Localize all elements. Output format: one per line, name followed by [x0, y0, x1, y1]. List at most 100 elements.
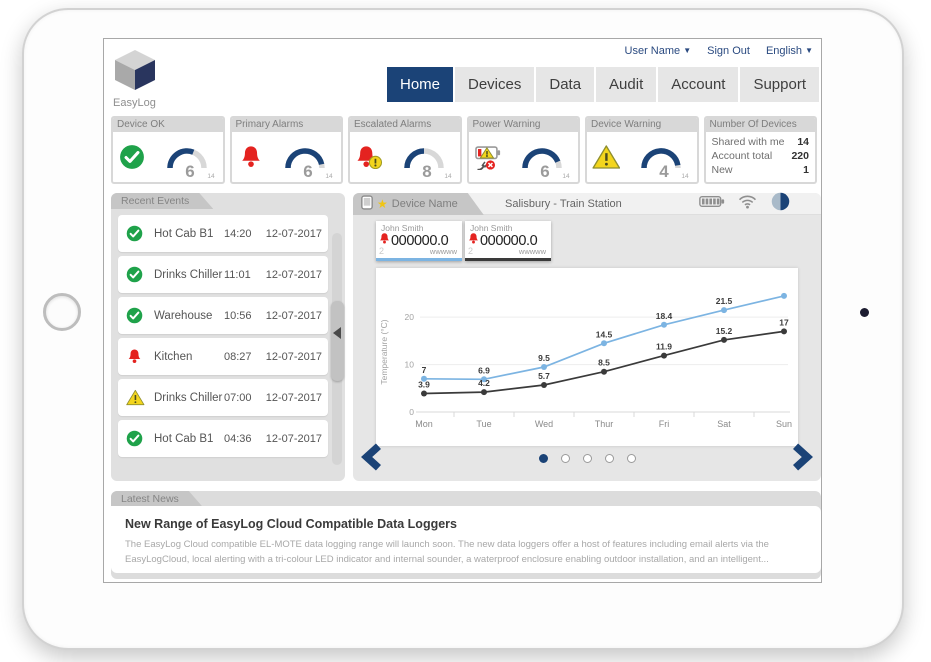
reading-unit: wwwww: [518, 247, 546, 256]
reading-unit: wwwww: [429, 247, 457, 256]
event-date: 12-07-2017: [265, 350, 322, 363]
star-icon: ★: [377, 197, 388, 211]
chevron-down-icon: ▼: [805, 46, 813, 55]
device-name-tab[interactable]: ★ Device Name: [353, 193, 484, 215]
event-time: 11:01: [224, 268, 251, 281]
status-card-power-warning[interactable]: Power Warning 6 14: [466, 116, 580, 184]
power-warning-icon: [473, 144, 503, 170]
reading-value: 000000.0: [480, 233, 538, 249]
tab-home[interactable]: Home: [386, 67, 453, 102]
card-title: Device Warning: [587, 118, 697, 132]
device-status-icons: [699, 191, 791, 217]
event-name: Drinks Chiller: [154, 268, 223, 281]
recent-events-tab: Recent Events: [111, 193, 213, 209]
svg-text:Thur: Thur: [595, 419, 614, 429]
carousel-dot[interactable]: [604, 454, 614, 463]
user-name-menu[interactable]: User Name ▼: [625, 45, 692, 57]
svg-text:15.2: 15.2: [716, 326, 733, 336]
camera-dot: [860, 308, 869, 317]
check-circle-icon: [126, 307, 154, 324]
card-title: Escalated Alarms: [350, 118, 460, 132]
check-circle-icon: [126, 266, 154, 283]
reading-chip[interactable]: John Smith 000000.0 2 wwwww: [376, 221, 462, 261]
tab-audit[interactable]: Audit: [596, 67, 657, 102]
event-row[interactable]: Kitchen 08:27 12-07-2017: [118, 338, 328, 375]
tab-devices[interactable]: Devices: [455, 67, 535, 102]
reading-index: 2: [468, 246, 474, 256]
tablet-frame: User Name ▼ Sign Out English ▼ EasyLog H…: [22, 8, 904, 650]
device-name-label: Device Name: [391, 198, 458, 210]
carousel-dot[interactable]: [582, 454, 592, 463]
carousel-prev-button[interactable]: [361, 443, 383, 471]
device-panel: ★ Device Name Salisbury - Train Station: [353, 191, 821, 481]
easylog-logo: EasyLog: [113, 49, 169, 109]
status-card-escalated-alarms[interactable]: Escalated Alarms 8 14: [348, 116, 462, 184]
svg-text:9.5: 9.5: [538, 353, 550, 363]
device-location: Salisbury - Train Station: [505, 198, 622, 210]
svg-text:4: 4: [659, 162, 669, 181]
wifi-icon: [738, 194, 757, 214]
battery-icon: [699, 195, 725, 213]
check-circle-icon: [126, 430, 154, 447]
svg-text:Mon: Mon: [415, 419, 433, 429]
device-count-list: Shared with me 14 Account total 220 New 1: [706, 132, 816, 176]
status-card-device-warning[interactable]: Device Warning 4 14: [585, 116, 699, 184]
carousel-dot[interactable]: [626, 454, 636, 463]
svg-text:4.2: 4.2: [478, 378, 490, 388]
tab-support[interactable]: Support: [740, 67, 819, 102]
svg-text:Fri: Fri: [659, 419, 670, 429]
event-name: Drinks Chiller: [154, 391, 223, 404]
event-row[interactable]: Drinks Chiller 11:01 12-07-2017: [118, 256, 328, 293]
warning-triangle-icon: [591, 144, 621, 170]
event-name: Hot Cab B1: [154, 432, 214, 445]
collapse-left-icon: [333, 327, 341, 339]
event-date: 12-07-2017: [265, 227, 322, 240]
svg-text:17: 17: [779, 317, 789, 327]
svg-text:11.9: 11.9: [656, 342, 672, 352]
half-circle-icon[interactable]: [770, 191, 791, 217]
svg-text:6: 6: [185, 162, 194, 181]
carousel-dot[interactable]: [538, 454, 548, 463]
home-button[interactable]: [43, 293, 81, 331]
device-count-row: New 1: [711, 164, 810, 176]
event-time: 04:36: [224, 432, 252, 445]
carousel-dot[interactable]: [560, 454, 570, 463]
sign-out-link[interactable]: Sign Out: [707, 45, 750, 57]
check-circle-icon: [126, 225, 154, 242]
event-name: Warehouse: [154, 309, 213, 322]
language-menu[interactable]: English ▼: [766, 45, 813, 57]
carousel-dots: [353, 454, 821, 463]
svg-text:0: 0: [409, 407, 414, 417]
event-row[interactable]: Warehouse 10:56 12-07-2017: [118, 297, 328, 334]
event-row[interactable]: Hot Cab B1 04:36 12-07-2017: [118, 420, 328, 457]
bell-alert-icon: [354, 144, 384, 170]
warning-triangle-icon: [126, 389, 154, 406]
reading-owner: John Smith: [381, 223, 424, 233]
events-list: Hot Cab B1 14:20 12-07-2017 Drinks Chiller 1…: [118, 215, 328, 461]
bell-icon: [378, 232, 391, 250]
svg-text:Temperature (°C): Temperature (°C): [379, 319, 389, 384]
event-row[interactable]: Hot Cab B1 14:20 12-07-2017: [118, 215, 328, 252]
events-scroll-handle[interactable]: [331, 301, 344, 381]
event-date: 12-07-2017: [265, 268, 322, 281]
svg-text:10: 10: [405, 360, 415, 370]
event-row[interactable]: Drinks Chiller 07:00 12-07-2017: [118, 379, 328, 416]
recent-events-panel: Recent Events Hot Cab B1 14:20 12-07-2017 D…: [111, 193, 345, 481]
gauge-arc: 6 14: [522, 148, 570, 181]
event-name: Hot Cab B1: [154, 227, 214, 240]
user-bar: User Name ▼ Sign Out English ▼: [625, 45, 813, 57]
svg-text:5.7: 5.7: [538, 371, 550, 381]
device-panel-header: ★ Device Name Salisbury - Train Station: [353, 191, 821, 217]
svg-text:18.4: 18.4: [656, 311, 673, 321]
status-card-primary-alarms[interactable]: Primary Alarms 6 14: [229, 116, 343, 184]
svg-text:14: 14: [681, 173, 689, 180]
reading-chip[interactable]: John Smith 000000.0 2 wwwww: [465, 221, 551, 261]
status-card-device-ok[interactable]: Device OK 6 14: [111, 116, 225, 184]
carousel-next-button[interactable]: [791, 443, 813, 471]
event-time: 10:56: [224, 309, 252, 322]
tab-account[interactable]: Account: [658, 67, 739, 102]
status-card-number-of-devices[interactable]: Number Of Devices Shared with me 14 Account…: [703, 116, 817, 184]
tab-data[interactable]: Data: [536, 67, 595, 102]
latest-news-tab: Latest News: [111, 491, 203, 507]
